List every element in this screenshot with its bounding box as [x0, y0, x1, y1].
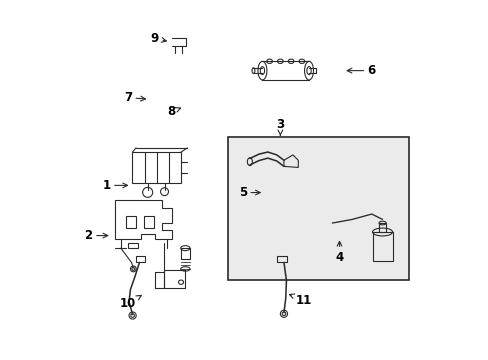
Text: 5: 5: [238, 186, 260, 199]
Bar: [378, 223, 386, 232]
Bar: [180, 248, 190, 259]
Bar: [277, 256, 286, 262]
Bar: [132, 152, 181, 183]
Text: 3: 3: [276, 118, 284, 135]
Text: 8: 8: [166, 105, 180, 118]
Bar: [144, 216, 154, 228]
Bar: [136, 256, 145, 262]
Bar: [228, 137, 408, 280]
Bar: [372, 232, 392, 261]
Text: 1: 1: [102, 179, 127, 192]
Text: 11: 11: [289, 294, 311, 307]
Bar: [126, 216, 136, 228]
Text: 4: 4: [335, 242, 343, 264]
Text: 6: 6: [346, 64, 375, 77]
Bar: [128, 243, 138, 248]
Bar: [163, 270, 184, 288]
Text: 10: 10: [120, 296, 141, 310]
Text: 9: 9: [150, 32, 166, 45]
Text: 7: 7: [123, 91, 145, 104]
Text: 2: 2: [84, 229, 107, 242]
